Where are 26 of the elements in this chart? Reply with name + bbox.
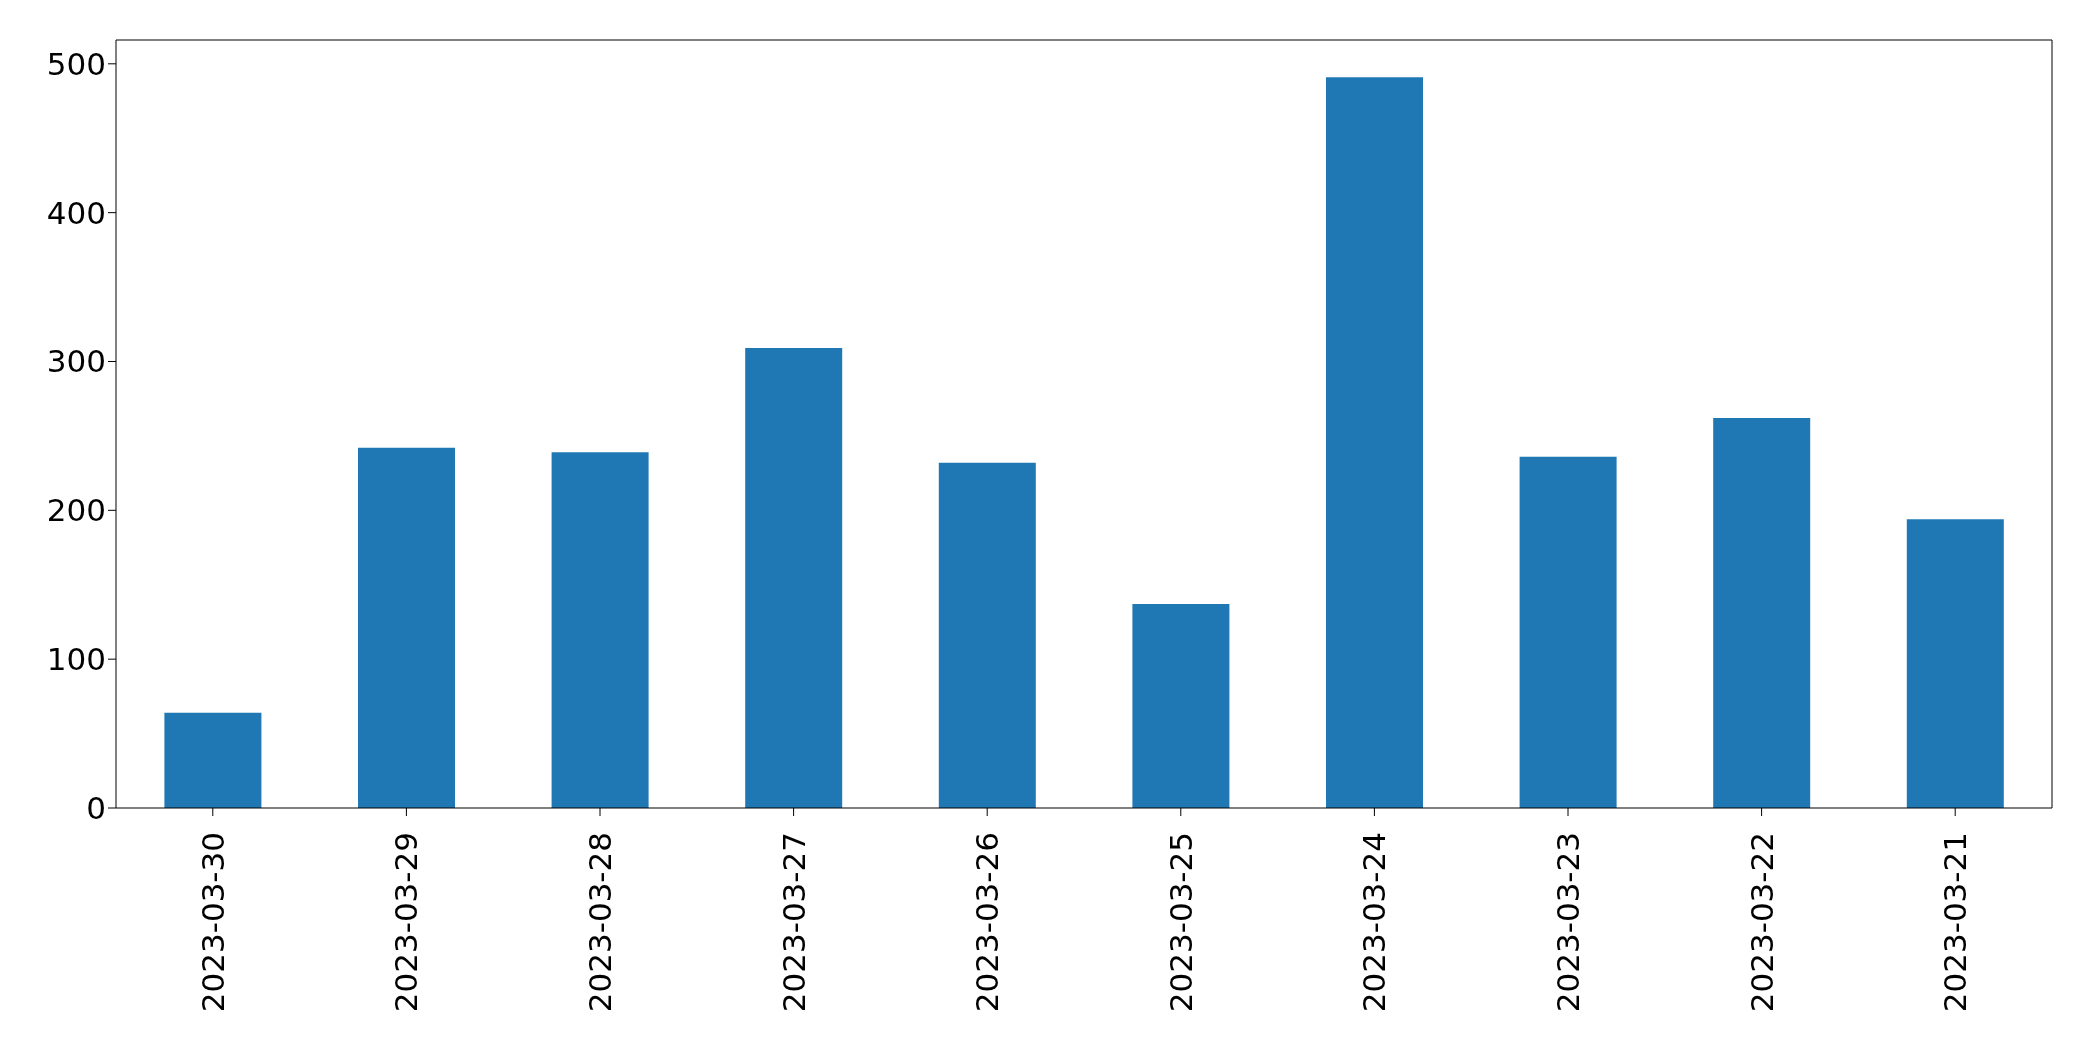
x-tick-label: 2023-03-23	[1550, 832, 1586, 1013]
x-tick-label: 2023-03-26	[969, 832, 1006, 1013]
bar	[1519, 456, 1617, 808]
bar	[1713, 418, 1811, 808]
bar	[1326, 77, 1423, 808]
bar	[1906, 519, 2004, 808]
x-tick-label: 2023-03-29	[388, 832, 425, 1013]
x-tick-label: 2023-03-30	[194, 832, 231, 1013]
y-tick-label: 100	[46, 641, 106, 678]
y-tick-label: 400	[46, 194, 106, 231]
bar	[938, 462, 1036, 808]
x-tick-label: 2023-03-22	[1743, 832, 1780, 1013]
bar	[551, 452, 649, 808]
x-tick-label: 2023-03-24	[1356, 832, 1393, 1013]
bar	[1132, 604, 1230, 808]
y-tick-label: 0	[86, 790, 106, 827]
y-tick-label: 200	[46, 492, 106, 529]
x-tick-label: 2023-03-21	[1937, 832, 1974, 1013]
y-tick-label: 300	[46, 343, 106, 380]
x-tick-label: 2023-03-25	[1162, 832, 1199, 1013]
x-tick-label: 2023-03-28	[582, 832, 618, 1013]
x-tick-label: 2023-03-27	[775, 832, 812, 1013]
bar	[745, 348, 843, 808]
bar	[164, 712, 262, 808]
bar	[358, 447, 455, 808]
y-tick-label: 500	[46, 45, 106, 82]
